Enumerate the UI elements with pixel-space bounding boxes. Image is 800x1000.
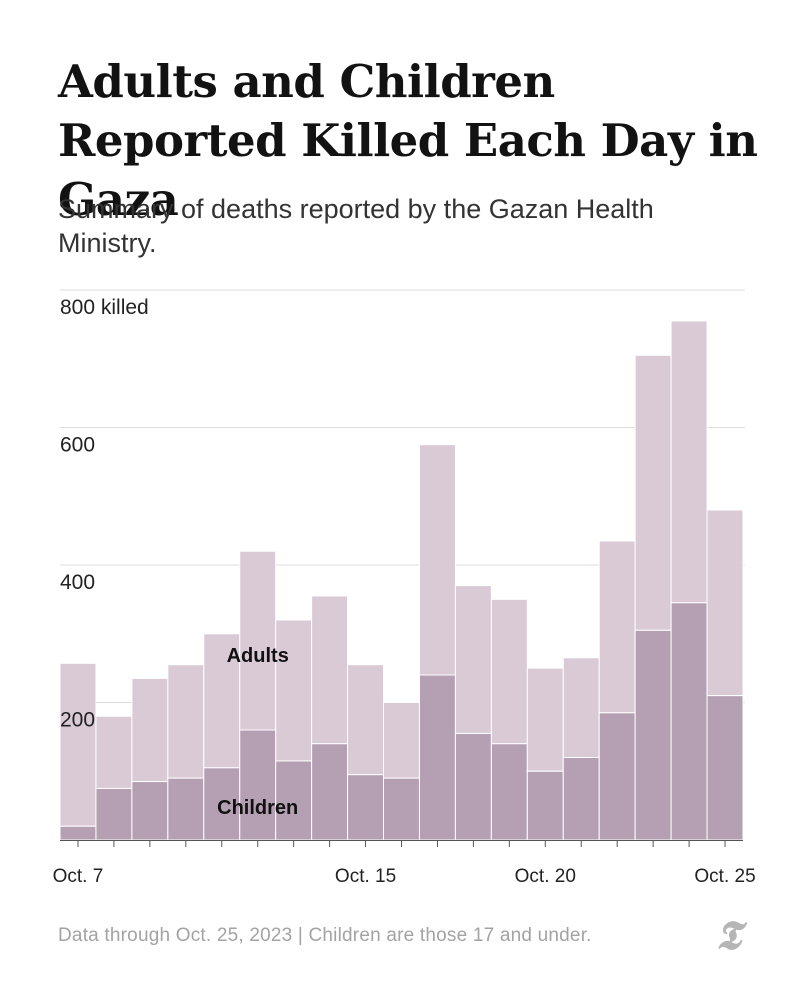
- bar-children: [454, 732, 492, 841]
- bar-adults: [598, 540, 636, 714]
- bar-adults: [275, 619, 313, 762]
- source-note: Data through Oct. 25, 2023 | Children ar…: [58, 925, 592, 946]
- bar-adults: [131, 677, 169, 783]
- bar-children: [131, 781, 169, 841]
- chart-title: Adults and Children Reported Killed Each…: [58, 55, 758, 226]
- chart-subtitle: Summary of deaths reported by the Gazan …: [58, 194, 654, 258]
- bar-children: [347, 774, 385, 841]
- bar-adults: [454, 585, 492, 734]
- bar-adults: [59, 662, 97, 827]
- x-tick-label: Oct. 25: [694, 866, 755, 887]
- x-tick-label: Oct. 15: [335, 866, 396, 887]
- bar-children: [167, 777, 205, 841]
- bar-children: [526, 770, 564, 841]
- series-label-children: Children: [217, 797, 298, 819]
- y-axis-labels: 800 killed 600 400 200: [60, 296, 149, 732]
- bar-children: [562, 757, 600, 841]
- y-tick-label: 800 killed: [60, 296, 149, 319]
- bar-children: [598, 712, 636, 841]
- annotations: Adults Children: [217, 645, 298, 819]
- bar-children: [490, 743, 528, 841]
- bar-adults: [490, 598, 528, 745]
- bar-adults: [383, 702, 420, 779]
- bar-children: [59, 825, 97, 841]
- bar-children: [383, 777, 420, 841]
- bar-adults: [706, 509, 744, 697]
- y-tick-label: 400: [60, 571, 95, 594]
- bar-adults: [526, 667, 564, 772]
- bar-children: [95, 787, 133, 841]
- x-axis: Oct. 7 Oct. 15 Oct. 20 Oct. 25: [53, 840, 756, 887]
- bar-children: [634, 629, 672, 841]
- bar-children: [275, 760, 313, 841]
- bar-adults: [167, 664, 205, 779]
- bar-adults: [418, 444, 456, 676]
- bar-children: [311, 743, 349, 841]
- nyt-logo-icon: 𝕿: [716, 912, 741, 959]
- bars: [59, 320, 744, 841]
- bar-adults: [311, 595, 349, 745]
- bar-adults: [670, 320, 708, 604]
- x-tick-label: Oct. 20: [515, 866, 576, 887]
- series-label-adults: Adults: [227, 645, 289, 667]
- bar-children: [670, 602, 708, 841]
- bar-chart: 800 killed 600 400 200 Oct. 7 Oct. 15 Oct. 20…: [53, 289, 756, 887]
- y-tick-label: 200: [60, 709, 95, 732]
- y-tick-label: 600: [60, 434, 95, 457]
- bar-adults: [562, 657, 600, 758]
- bar-children: [239, 729, 277, 841]
- bar-adults: [239, 550, 277, 731]
- bar-children: [418, 674, 456, 841]
- bar-adults: [347, 664, 385, 776]
- bar-children: [706, 695, 744, 841]
- bar-adults: [634, 354, 672, 631]
- bar-adults: [95, 715, 133, 789]
- x-tick-label: Oct. 7: [53, 866, 104, 887]
